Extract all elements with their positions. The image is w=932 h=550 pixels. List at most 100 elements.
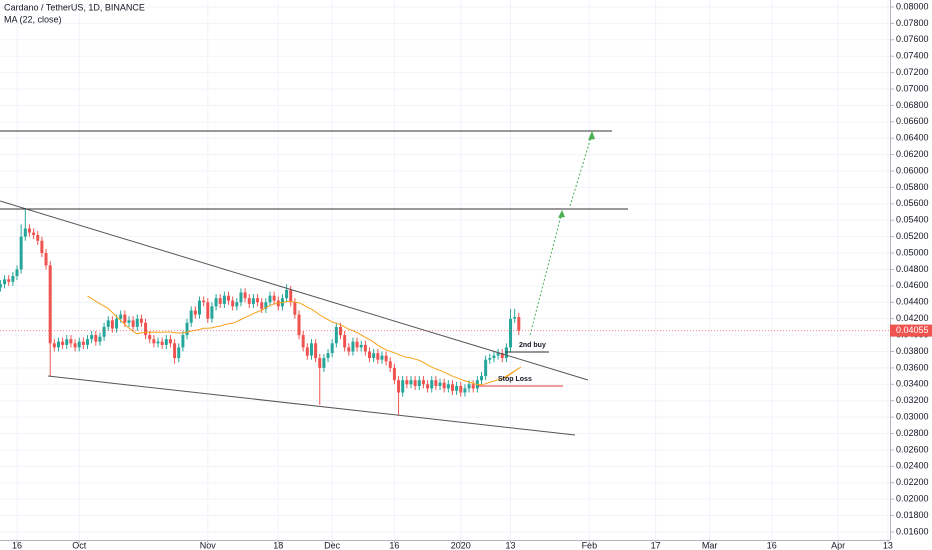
candle-body: [363, 344, 367, 352]
candle-body: [11, 276, 15, 282]
projection-arrow: [529, 211, 563, 336]
candle-body: [496, 353, 500, 356]
y-tick-label: 0.05800: [896, 182, 929, 192]
candle-body: [372, 353, 376, 359]
x-tick-label: Apr: [831, 540, 845, 550]
candle-body: [442, 382, 446, 389]
candle-body: [446, 384, 450, 389]
candle-body: [384, 355, 388, 362]
support-trendline: [47, 375, 576, 436]
candle-body: [243, 292, 247, 299]
x-tick-label: 16: [767, 540, 777, 550]
candle-body: [189, 310, 193, 323]
candle-body: [36, 235, 40, 241]
candle-body: [318, 358, 322, 368]
y-tick-label: 0.02200: [896, 477, 929, 487]
x-tick-label: Feb: [582, 540, 598, 550]
candle-body: [197, 300, 201, 315]
candle-body: [231, 300, 235, 307]
candle-body: [463, 388, 467, 393]
candle-body: [135, 318, 139, 327]
x-tick-label: 13: [883, 540, 893, 550]
candle-body: [509, 318, 513, 348]
candle-body: [214, 298, 218, 307]
candle-body: [0, 284, 2, 288]
candle-body: [285, 289, 289, 299]
last-price-box: [890, 324, 932, 337]
candle-body: [81, 341, 85, 345]
x-tick-label: 13: [506, 540, 516, 550]
candle-body: [23, 228, 27, 237]
candle-body: [309, 343, 313, 356]
candle-body: [177, 347, 181, 359]
y-tick-label: 0.06800: [896, 100, 929, 110]
candle-body: [139, 318, 143, 323]
y-tick-label: 0.05400: [896, 215, 929, 225]
y-tick-label: 0.04600: [896, 280, 929, 290]
x-tick-label: 16: [12, 540, 22, 550]
candle-body: [305, 347, 309, 356]
x-tick-label: Dec: [324, 540, 341, 550]
candle-body: [459, 385, 463, 393]
candle-body: [409, 380, 413, 385]
y-tick-label: 0.06000: [896, 165, 929, 175]
y-tick-label: 0.04800: [896, 264, 929, 274]
candle-body: [3, 279, 7, 285]
moving-average: [87, 295, 520, 386]
candle-body: [330, 343, 334, 354]
candle-body: [123, 314, 127, 323]
candle-body: [15, 269, 19, 277]
candle-body: [492, 355, 496, 359]
x-tick-label: Nov: [200, 540, 217, 550]
candle-body: [504, 347, 508, 359]
candle-body: [73, 343, 77, 348]
candle-body: [289, 289, 293, 303]
candle-body: [206, 302, 210, 319]
candle-body: [239, 292, 243, 303]
candle-body: [52, 343, 56, 348]
candle-body: [110, 320, 114, 329]
candle-body: [251, 298, 255, 304]
candle-body: [334, 326, 338, 344]
y-tick-label: 0.04400: [896, 297, 929, 307]
candle-body: [314, 343, 318, 359]
candle-body: [355, 341, 359, 348]
candle-body: [86, 339, 90, 345]
candle-body: [368, 351, 372, 359]
x-tick-label: 16: [389, 540, 399, 550]
candle-body: [513, 317, 517, 319]
candle-body: [210, 306, 214, 319]
candle-body: [40, 240, 44, 254]
candle-body: [106, 320, 110, 327]
candle-body: [235, 302, 239, 307]
candle-body: [297, 314, 301, 336]
candle-body: [264, 302, 268, 309]
candle-body: [127, 320, 131, 323]
y-tick-label: 0.04200: [896, 313, 929, 323]
candle-body: [160, 341, 164, 345]
candle-body: [144, 322, 148, 336]
candle-body: [148, 335, 152, 340]
x-tick-label: Mar: [702, 540, 718, 550]
annotation: Stop Loss: [498, 376, 532, 383]
candle-body: [397, 380, 401, 393]
candle-body: [301, 335, 305, 348]
candle-body: [247, 298, 251, 304]
y-tick-label: 0.01800: [896, 510, 929, 520]
arrow-head: [558, 210, 565, 218]
x-tick-label: Oct: [72, 540, 87, 550]
candle-body: [359, 344, 363, 348]
candle-body: [405, 380, 409, 385]
candle-body: [32, 232, 36, 236]
y-tick-label: 0.07400: [896, 51, 929, 61]
candle-body: [115, 318, 119, 329]
candle-body: [156, 341, 160, 344]
candle-body: [222, 295, 226, 304]
candle-body: [94, 335, 98, 342]
candle-body: [484, 359, 488, 377]
y-tick-label: 0.06400: [896, 133, 929, 143]
x-tick-label: 17: [651, 540, 661, 550]
candle-body: [434, 380, 438, 386]
